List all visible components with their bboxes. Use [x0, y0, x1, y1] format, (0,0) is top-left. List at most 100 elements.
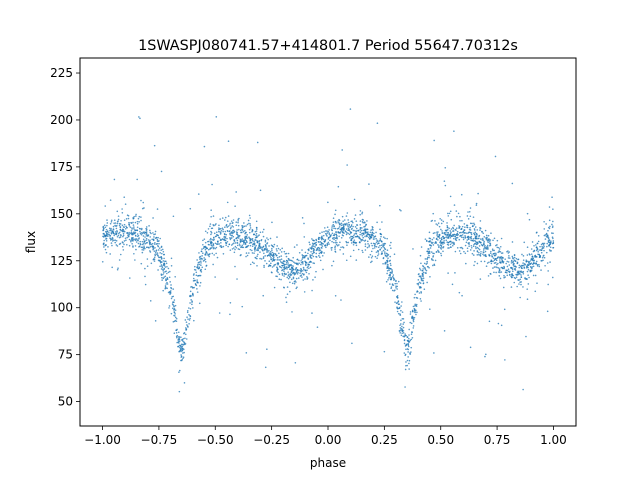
- data-point: [125, 239, 127, 242]
- data-point: [209, 238, 211, 241]
- data-point: [318, 252, 321, 255]
- data-point: [181, 338, 184, 341]
- data-point: [475, 202, 478, 205]
- data-point: [443, 330, 446, 332]
- data-point: [458, 238, 461, 241]
- data-point: [331, 232, 334, 235]
- data-point: [452, 227, 455, 230]
- data-point: [513, 265, 515, 267]
- data-point: [108, 231, 110, 234]
- data-point: [548, 239, 551, 241]
- data-point: [160, 268, 163, 270]
- data-point: [498, 250, 500, 252]
- data-point: [156, 252, 159, 254]
- data-point: [124, 237, 127, 240]
- data-point: [287, 257, 290, 260]
- data-point: [507, 252, 510, 254]
- data-point: [542, 259, 544, 262]
- data-point: [368, 236, 370, 239]
- data-point: [334, 220, 337, 223]
- data-point: [254, 230, 257, 233]
- data-point: [147, 239, 150, 241]
- data-point: [472, 225, 474, 227]
- data-point: [121, 230, 124, 233]
- data-point: [498, 269, 501, 271]
- data-point: [163, 257, 165, 260]
- data-point: [190, 286, 192, 288]
- data-point: [173, 311, 175, 313]
- data-point: [222, 228, 224, 231]
- data-point: [296, 258, 299, 261]
- data-point: [436, 231, 438, 234]
- data-point: [445, 231, 447, 234]
- data-point: [193, 319, 195, 322]
- data-point: [160, 258, 163, 260]
- data-point: [415, 309, 417, 312]
- data-point: [238, 228, 240, 231]
- data-point: [456, 247, 459, 249]
- data-point: [440, 219, 443, 221]
- data-point: [118, 231, 121, 234]
- data-point: [376, 221, 378, 224]
- data-point: [340, 228, 343, 230]
- data-point: [310, 250, 312, 253]
- data-point: [283, 260, 286, 263]
- data-point: [299, 275, 302, 277]
- data-point: [186, 310, 189, 312]
- data-point: [467, 231, 470, 234]
- data-point: [336, 234, 338, 237]
- data-point: [542, 255, 545, 257]
- data-point: [389, 262, 392, 265]
- data-point: [116, 222, 119, 225]
- data-point: [410, 338, 413, 341]
- data-point: [166, 276, 169, 279]
- data-point: [318, 236, 320, 239]
- data-point: [499, 245, 502, 248]
- data-point: [535, 262, 538, 265]
- data-point: [473, 228, 476, 230]
- data-point: [235, 224, 238, 227]
- data-point: [342, 231, 344, 234]
- data-point: [359, 228, 361, 231]
- data-point: [101, 261, 104, 263]
- data-point: [231, 243, 234, 245]
- data-point: [123, 230, 126, 233]
- data-point: [552, 208, 554, 210]
- data-point: [471, 222, 473, 225]
- data-point: [171, 303, 174, 305]
- data-point: [260, 239, 262, 242]
- data-point: [438, 245, 440, 247]
- data-point: [160, 170, 163, 173]
- data-point: [249, 217, 251, 219]
- data-point: [389, 283, 391, 285]
- data-point: [220, 229, 223, 232]
- data-point: [245, 239, 248, 242]
- data-point: [414, 303, 416, 306]
- data-point: [508, 264, 511, 266]
- data-point: [277, 247, 280, 250]
- data-point: [241, 238, 244, 240]
- data-point: [142, 247, 145, 250]
- data-point: [157, 259, 160, 262]
- data-point: [426, 256, 429, 259]
- data-point: [388, 269, 390, 272]
- data-point: [361, 238, 364, 241]
- data-point: [482, 251, 485, 253]
- data-point: [149, 250, 151, 252]
- data-point: [291, 267, 294, 269]
- data-point: [340, 231, 342, 233]
- data-point: [520, 274, 522, 276]
- data-point: [330, 247, 333, 249]
- data-point: [331, 227, 333, 229]
- data-point: [346, 241, 348, 244]
- data-point: [303, 256, 306, 259]
- data-point: [526, 254, 529, 256]
- data-point: [403, 339, 406, 341]
- data-point: [462, 238, 465, 241]
- data-point: [139, 240, 142, 243]
- data-point: [428, 240, 431, 242]
- data-point: [447, 241, 450, 244]
- data-point: [319, 259, 322, 262]
- data-point: [215, 246, 218, 249]
- data-point: [246, 223, 249, 226]
